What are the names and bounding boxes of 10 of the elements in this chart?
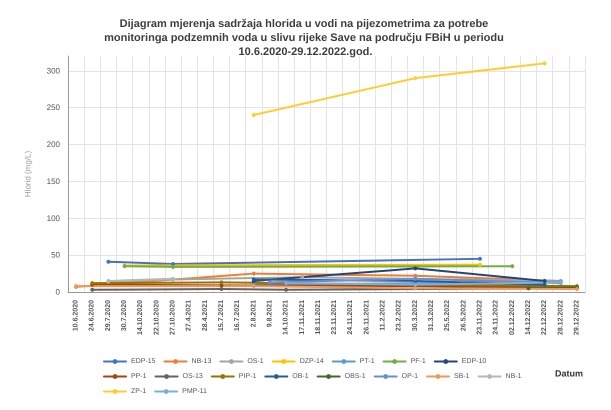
x-axis-title: Datum: [555, 368, 584, 378]
y-tick-label: 250: [46, 103, 61, 112]
y-axis-title: Hlorid (mg/L): [24, 150, 32, 198]
chart-title: Dijagram mjerenja sadržaja hlorida u vodi na pijezometrima za potrebe monitoringa podzemnih voda u slivu rijeke Save na području FBiH u periodu 10.6.2020-29.12.2022.god.: [104, 18, 507, 58]
y-tick-label: 100: [46, 214, 61, 223]
y-tick-label: 300: [46, 66, 61, 76]
y-tick-label: 150: [46, 176, 61, 186]
y-tick-label: 200: [46, 140, 61, 149]
y-tick-label: 50: [51, 250, 61, 260]
y-tick-label: 0: [56, 288, 61, 296]
